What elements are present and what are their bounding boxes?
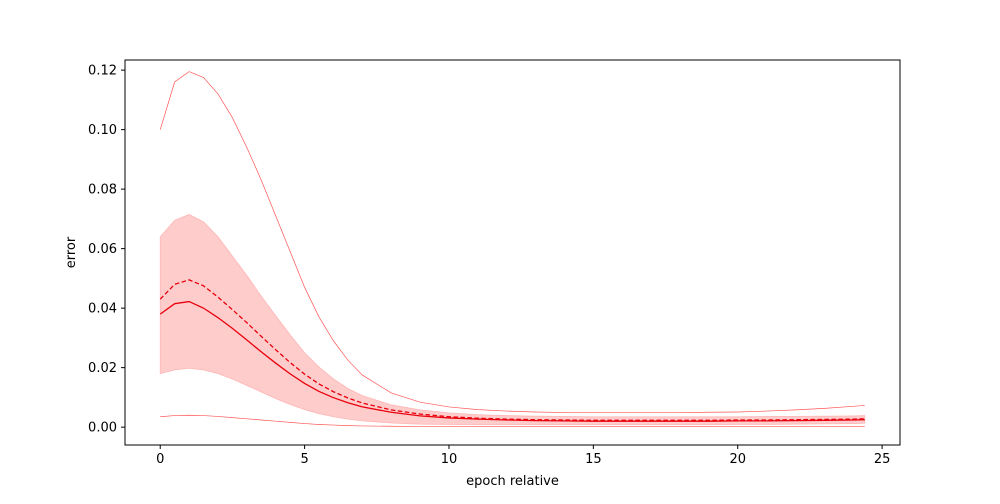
- solid-series-line: [159, 300, 865, 422]
- y-axis-label: error: [64, 236, 79, 268]
- y-axis: 0.00 0.02 0.04 0.06 0.08 0.10 0.12: [88, 64, 125, 436]
- y-tick-label: 0.10: [88, 123, 117, 138]
- dashed-series-line: [159, 279, 865, 421]
- x-tick-label: 25: [874, 452, 891, 467]
- x-tick-label: 10: [441, 452, 458, 467]
- x-tick-label: 5: [300, 452, 308, 467]
- y-tick-label: 0.00: [88, 421, 117, 436]
- axes-frame: [124, 59, 901, 446]
- y-tick-label: 0.12: [88, 64, 117, 79]
- plot-area: [159, 71, 866, 427]
- x-tick-label: 20: [729, 452, 746, 467]
- x-axis: 0 5 10 15 20 25: [156, 445, 890, 467]
- confidence-band: [159, 213, 866, 426]
- envelope-min-line: [160, 414, 865, 427]
- x-tick-label: 0: [156, 452, 164, 467]
- y-tick-label: 0.08: [88, 183, 117, 198]
- y-tick-label: 0.04: [88, 302, 117, 317]
- y-tick-label: 0.02: [88, 361, 117, 376]
- y-tick-label: 0.06: [88, 242, 117, 257]
- x-axis-label: epoch relative: [466, 474, 559, 489]
- x-tick-label: 15: [585, 452, 602, 467]
- envelope-max-line: [159, 71, 865, 413]
